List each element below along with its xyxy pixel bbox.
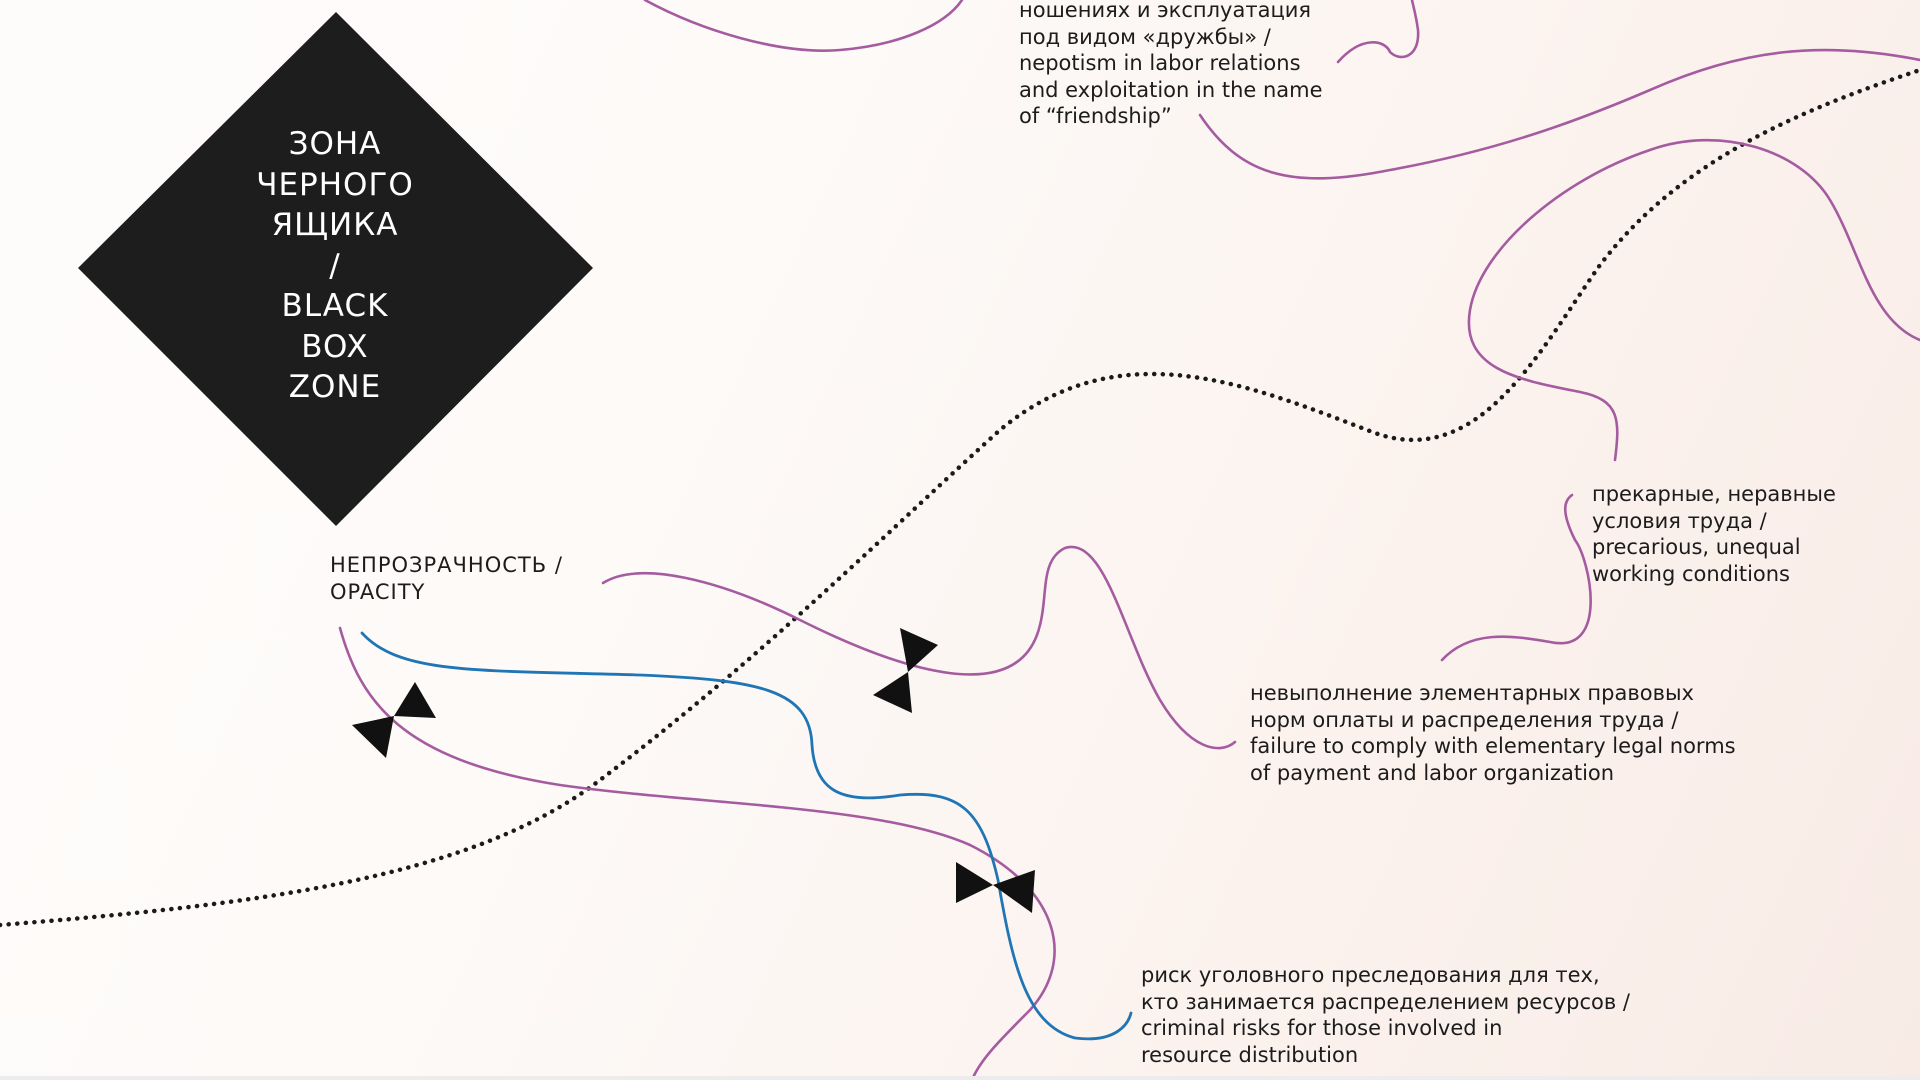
purple-line-nepotism (1198, 48, 1920, 180)
purple-line-right-loop (1467, 138, 1920, 462)
purple-line-top-loop (1336, 0, 1420, 64)
purple-line-precarious (1440, 493, 1592, 662)
bowtie-valve-icon (956, 862, 1035, 913)
criminal-risk-label: риск уголовного преследования для тех, к… (1141, 963, 1630, 1067)
opacity-label: НЕПРОЗРАЧНОСТЬ / OPACITY (330, 553, 563, 604)
blue-line-criminal (360, 631, 1133, 1041)
precarious-label: прекарные, неравные условия труда / prec… (1592, 482, 1836, 586)
black-box-zone-title: ЗОНА ЧЕРНОГО ЯЩИКА / BLACK BOX ZONE (256, 126, 414, 405)
black-box-diamond (78, 12, 593, 526)
purple-line-criminal (338, 626, 1056, 1080)
dotted-path-line (0, 67, 1920, 928)
bowtie-valve-icon (352, 682, 436, 758)
failure-label: невыполнение элементарных правовых норм … (1250, 681, 1736, 785)
purple-line-failure (601, 545, 1237, 750)
bottom-divider (0, 1076, 1920, 1080)
nepotism-label: ношениях и эксплуатация под видом «дружб… (1019, 0, 1323, 128)
purple-line-top-left (643, 0, 964, 52)
bowtie-valve-icon (873, 628, 938, 713)
